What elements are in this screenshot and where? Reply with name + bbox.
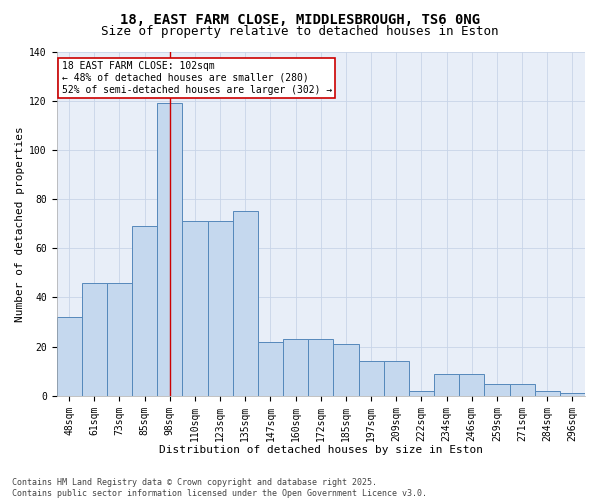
Bar: [535, 391, 560, 396]
Y-axis label: Number of detached properties: Number of detached properties: [15, 126, 25, 322]
Text: 18 EAST FARM CLOSE: 102sqm
← 48% of detached houses are smaller (280)
52% of sem: 18 EAST FARM CLOSE: 102sqm ← 48% of deta…: [62, 62, 332, 94]
Bar: [208, 221, 233, 396]
Bar: [509, 384, 535, 396]
Text: Contains HM Land Registry data © Crown copyright and database right 2025.
Contai: Contains HM Land Registry data © Crown c…: [12, 478, 427, 498]
Bar: [484, 384, 509, 396]
Bar: [434, 374, 459, 396]
Bar: [233, 212, 258, 396]
Bar: [560, 394, 585, 396]
Bar: [258, 342, 283, 396]
Text: 18, EAST FARM CLOSE, MIDDLESBROUGH, TS6 0NG: 18, EAST FARM CLOSE, MIDDLESBROUGH, TS6 …: [120, 12, 480, 26]
Bar: [409, 391, 434, 396]
Text: Size of property relative to detached houses in Eston: Size of property relative to detached ho…: [101, 25, 499, 38]
Bar: [459, 374, 484, 396]
Bar: [56, 317, 82, 396]
Bar: [182, 221, 208, 396]
Bar: [107, 282, 132, 396]
Bar: [132, 226, 157, 396]
Bar: [383, 362, 409, 396]
Bar: [283, 340, 308, 396]
X-axis label: Distribution of detached houses by size in Eston: Distribution of detached houses by size …: [159, 445, 483, 455]
Bar: [308, 340, 334, 396]
Bar: [359, 362, 383, 396]
Bar: [334, 344, 359, 396]
Bar: [82, 282, 107, 396]
Bar: [157, 103, 182, 396]
